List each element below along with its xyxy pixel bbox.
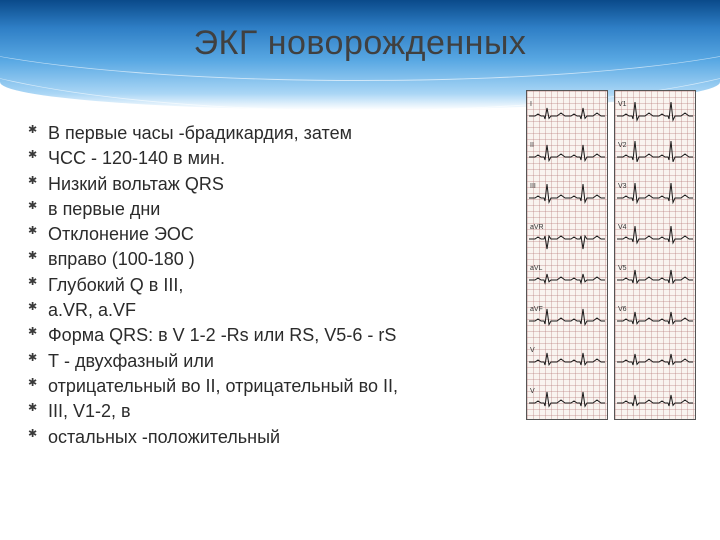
- ecg-trace: [529, 274, 605, 283]
- ecg-trace: [617, 102, 693, 120]
- ecg-trace: [617, 395, 693, 406]
- bullet-item: вправо (100-180 ): [28, 247, 478, 271]
- bullet-item: Глубокий Q в III,: [28, 273, 478, 297]
- bullet-item: в первые дни: [28, 197, 478, 221]
- bullet-item: остальных -положительный: [28, 425, 478, 449]
- bullet-item: Низкий вольтаж QRS: [28, 172, 478, 196]
- bullet-item: a.VR, a.VF: [28, 298, 478, 322]
- ecg-trace: [617, 226, 693, 243]
- ecg-lead-label: V1: [618, 101, 627, 108]
- ecg-trace: [617, 141, 693, 162]
- ecg-trace: [617, 354, 693, 365]
- bullet-list-container: В первые часы -брадикардия, затемЧСС - 1…: [28, 120, 478, 450]
- bullet-item: Т - двухфазный или: [28, 349, 478, 373]
- bullet-item: ЧСС - 120-140 в мин.: [28, 146, 478, 170]
- ecg-lead-label: V: [530, 347, 535, 354]
- ecg-lead-label: V3: [618, 183, 627, 190]
- ecg-trace: [529, 108, 605, 119]
- slide: ЭКГ новорожденных В первые часы -брадика…: [0, 0, 720, 540]
- ecg-trace: [529, 236, 605, 249]
- ecg-lead-label: V4: [618, 224, 627, 231]
- ecg-trace: [529, 184, 605, 202]
- bullet-item: В первые часы -брадикардия, затем: [28, 121, 478, 145]
- ecg-lead-label: aVL: [530, 265, 543, 272]
- ecg-lead-label: V: [530, 388, 535, 395]
- ecg-lead-label: aVR: [530, 224, 544, 231]
- ecg-lead-label: V6: [618, 306, 627, 313]
- ecg-strip: IIIIIIaVRaVLaVFVV: [526, 90, 608, 420]
- slide-title: ЭКГ новорожденных: [0, 24, 720, 63]
- bullet-item: III, V1-2, в: [28, 399, 478, 423]
- ecg-lead-label: III: [530, 183, 536, 190]
- ecg-trace: [529, 353, 605, 365]
- bullet-item: Отклонение ЭОС: [28, 222, 478, 246]
- ecg-lead-label: V5: [618, 265, 627, 272]
- ecg-lead-label: II: [530, 142, 534, 149]
- ecg-lead-label: V2: [618, 142, 627, 149]
- ecg-trace: [617, 270, 693, 283]
- ecg-lead-label: aVF: [530, 306, 543, 313]
- bullet-item: Форма QRS: в V 1-2 -Rs или RS, V5-6 - rS: [28, 323, 478, 347]
- ecg-trace: [529, 145, 605, 161]
- ecg-figure: IIIIIIaVRaVLaVFVVV1V2V3V4V5V6: [526, 90, 696, 420]
- ecg-trace: [617, 183, 693, 203]
- ecg-lead-label: I: [530, 101, 532, 108]
- ecg-trace: [617, 312, 693, 324]
- ecg-strip: V1 V2 V3 V4 V5 V6: [614, 90, 696, 420]
- bullet-item: отрицательный во II, отрицательный во II…: [28, 374, 478, 398]
- bullet-list: В первые часы -брадикардия, затемЧСС - 1…: [28, 121, 478, 449]
- ecg-trace: [529, 392, 605, 406]
